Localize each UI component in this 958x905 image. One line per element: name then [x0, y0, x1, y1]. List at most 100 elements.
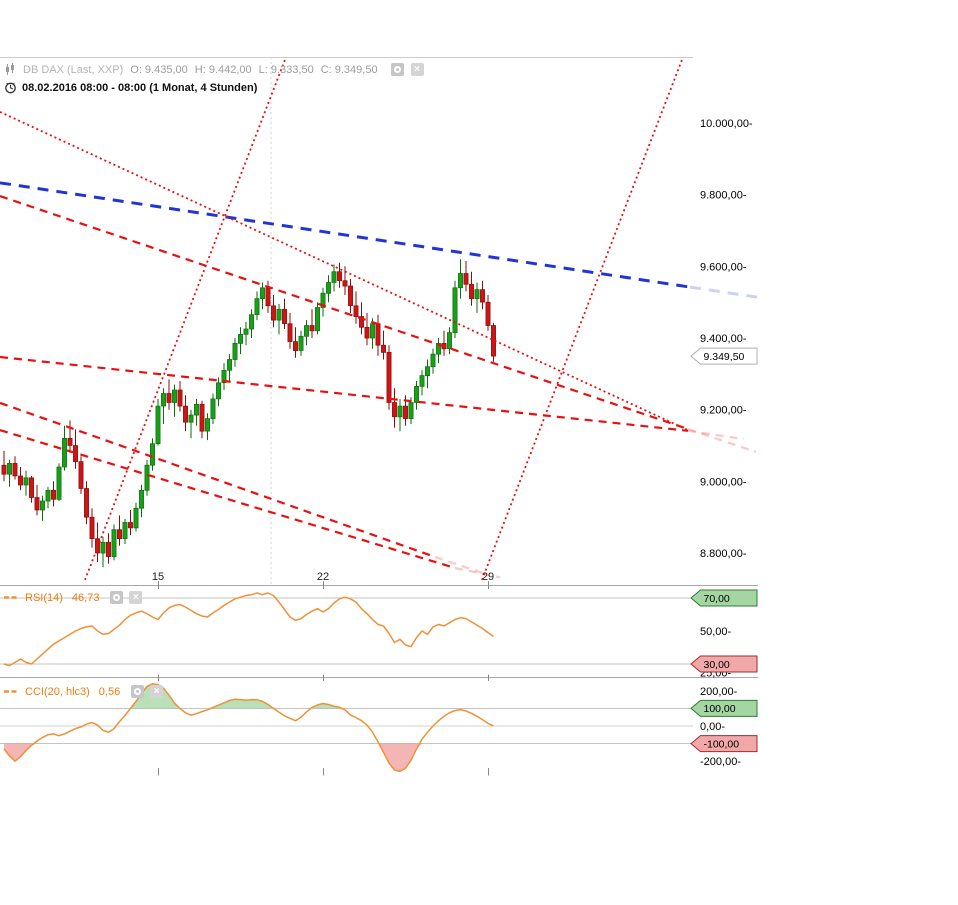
cci-label: CCI(20, hlc3) — [25, 685, 90, 698]
red-descending-resistance-upper[interactable] — [0, 195, 689, 431]
candle-body — [425, 366, 430, 377]
candle-body — [139, 489, 144, 509]
candle-body — [188, 414, 194, 423]
candle-body — [408, 402, 414, 419]
candle-body — [84, 488, 89, 518]
candle-body — [199, 403, 205, 432]
gear-icon — [393, 66, 401, 73]
candle-body — [51, 489, 56, 500]
candle-body — [122, 522, 128, 539]
red-descending-channel-upper[interactable] — [0, 401, 436, 558]
rsi-settings-icon-button[interactable] — [110, 591, 124, 604]
rsi-lower-level-tag-shape — [690, 655, 758, 673]
candle-body — [144, 464, 150, 491]
candle-body — [12, 463, 18, 477]
timeframe-row: 08.02.2016 08:00 - 08:00 (1 Monat, 4 Stu… — [4, 81, 257, 94]
rsi-lower-level-tag-label: 30,00 — [704, 659, 730, 671]
rsi-lower-level-tag: 30,00 — [690, 655, 758, 673]
candle-body — [128, 522, 133, 529]
x-axis-label: 22 — [317, 571, 329, 583]
blue-descending-trendline-extension — [689, 285, 758, 299]
candle-body — [370, 323, 375, 339]
cci-value: 0,56 — [98, 685, 121, 698]
price-axis-label: 9.400,00- — [700, 333, 747, 345]
rsi-upper-level-tag: 70,00 — [690, 589, 758, 607]
cci-lower-level-tag-shape — [690, 735, 758, 753]
candle-body — [78, 461, 84, 489]
rsi-close-icon-button[interactable]: × — [129, 591, 143, 604]
candle-body — [419, 375, 425, 387]
price-axis-label: 9.200,00- — [700, 405, 747, 417]
chart-settings-icon-button[interactable] — [390, 63, 404, 76]
candle-body — [414, 386, 419, 403]
rsi-axis-label: 50,00- — [700, 626, 732, 638]
red-descending-resistance-lower-extension — [687, 429, 745, 441]
candle-body — [298, 335, 304, 351]
candle-body — [293, 341, 298, 351]
candle-body — [227, 359, 232, 371]
candle-body — [210, 398, 216, 419]
ohlc-open: O: 9.435,00 — [130, 63, 188, 76]
cci-settings-icon-button[interactable] — [131, 685, 145, 698]
trendlines-layer — [0, 57, 758, 581]
candle-body — [183, 405, 188, 423]
candle-body — [463, 273, 469, 285]
rsi-panel: 50,00-25,00- — [0, 592, 732, 679]
price-axis-label: 10.000,00- — [700, 118, 753, 130]
candle-body — [133, 507, 139, 529]
price-axis-label: 9.800,00- — [700, 190, 747, 202]
candle-body — [265, 287, 271, 307]
candle-body — [29, 477, 34, 498]
current-price-tag: 9.349,50 — [690, 347, 758, 365]
candle-body — [386, 351, 392, 403]
red-descending-channel-lower[interactable] — [0, 429, 456, 570]
candle-body — [62, 437, 67, 468]
cci-upper-level-tag-shape — [690, 699, 758, 717]
candle-body — [1, 464, 7, 475]
red-dotted-ascending-channel-left[interactable] — [84, 57, 287, 581]
candle-body — [89, 516, 95, 540]
blue-descending-trendline[interactable] — [0, 181, 691, 289]
rsi-label: RSI(14) — [25, 591, 63, 604]
candle-body — [216, 382, 221, 400]
candle-body — [469, 283, 474, 299]
clock-icon — [4, 81, 17, 94]
red-descending-resistance-lower[interactable] — [0, 355, 689, 432]
candle-body — [18, 475, 23, 486]
candle-body — [254, 298, 260, 316]
red-dotted-ascending-channel-right[interactable] — [481, 57, 684, 581]
red-descending-channel-lower-extension — [454, 566, 501, 579]
candle-body — [232, 343, 238, 360]
cci-oversold-fill — [4, 743, 494, 772]
candle-body — [166, 393, 172, 403]
cci-close-icon-button[interactable]: × — [150, 685, 164, 698]
candle-body — [452, 287, 458, 333]
candle-body — [359, 316, 364, 328]
candle-body — [485, 301, 491, 326]
candle-body — [304, 325, 309, 337]
candle-body — [326, 282, 331, 294]
candle-body — [342, 280, 348, 287]
cci-series-legend-icon — [4, 689, 19, 694]
candle-body — [282, 308, 287, 324]
gear-icon — [134, 688, 142, 695]
cci-upper-level-tag: 100,00 — [690, 699, 758, 717]
cci-axis-label: 0,00- — [700, 721, 725, 733]
candle-body — [392, 402, 397, 418]
rsi-series-legend-icon — [4, 595, 19, 600]
candle-body — [397, 405, 403, 418]
candle-body — [315, 307, 320, 332]
candle-body — [205, 418, 210, 432]
candle-body — [243, 328, 249, 335]
candle-body — [458, 273, 463, 289]
red-dotted-descending-line[interactable] — [0, 111, 689, 431]
candle-body — [353, 305, 359, 317]
price-axis-label: 9.600,00- — [700, 261, 747, 273]
candle-body — [73, 445, 78, 462]
candle-body — [161, 393, 166, 407]
candle-body — [447, 332, 452, 350]
chart-close-icon-button[interactable]: × — [410, 63, 424, 76]
candle-body — [430, 353, 436, 367]
candle-body — [172, 389, 177, 403]
